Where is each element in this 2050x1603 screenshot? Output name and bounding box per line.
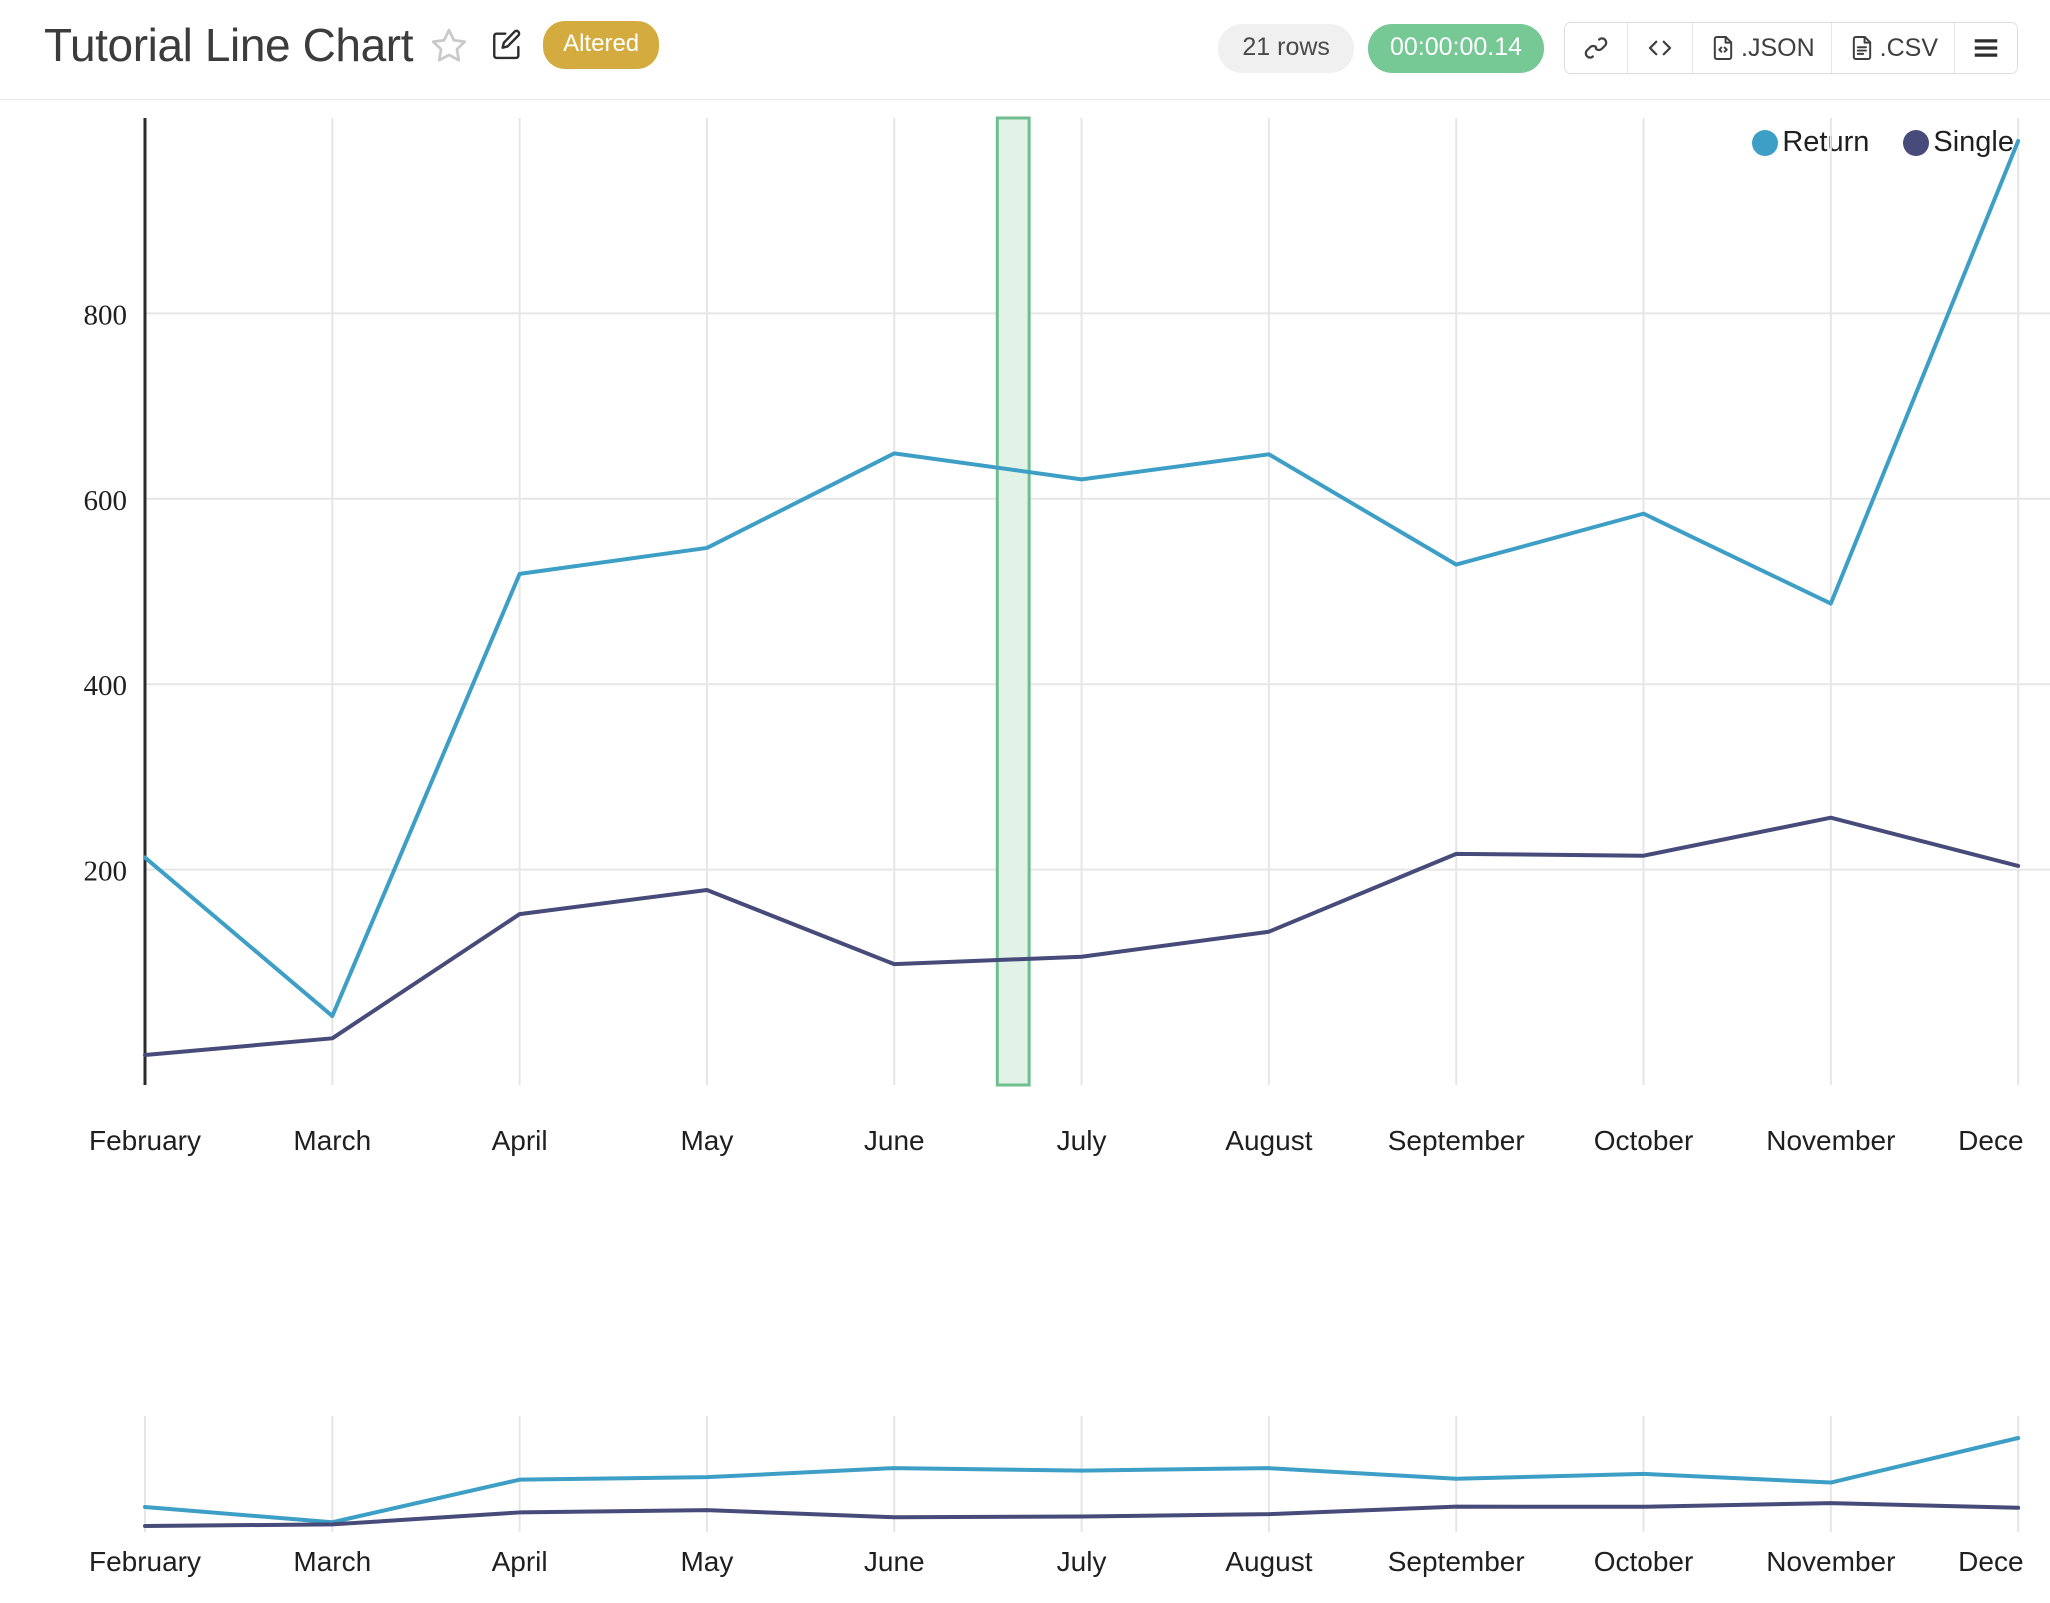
legend-color-swatch <box>1752 129 1779 156</box>
link-icon <box>1581 33 1611 63</box>
csv-export-button[interactable]: .CSV <box>1831 23 1955 73</box>
navigator-canvas[interactable]: February March April May June July August Septe… <box>0 1408 2050 1598</box>
legend-item-label: Single <box>1933 126 2014 158</box>
csv-export-label: .CSV <box>1879 33 1938 62</box>
json-export-button[interactable]: .JSON <box>1693 23 1832 73</box>
legend-color-swatch <box>1903 129 1930 156</box>
svg-text:July: July <box>1057 1125 1107 1156</box>
chart-legend: Return Single <box>1752 128 2014 157</box>
svg-text:November: November <box>1766 1125 1895 1156</box>
svg-text:July: July <box>1057 1546 1107 1577</box>
app-header: Tutorial Line Chart Altered 21 rows 00:0… <box>0 0 2050 100</box>
svg-text:February: February <box>89 1125 201 1156</box>
svg-text:April: April <box>492 1125 548 1156</box>
svg-text:June: June <box>864 1546 925 1577</box>
svg-text:April: April <box>492 1546 548 1577</box>
edit-icon[interactable] <box>485 23 529 67</box>
json-export-label: .JSON <box>1741 33 1815 62</box>
svg-text:400: 400 <box>84 670 128 702</box>
svg-text:May: May <box>680 1546 733 1577</box>
status-badge: Altered <box>543 21 660 69</box>
svg-text:May: May <box>680 1125 733 1156</box>
legend-item-single[interactable]: Single <box>1903 128 2014 157</box>
title-group: Tutorial Line Chart Altered <box>44 16 660 74</box>
page-title: Tutorial Line Chart <box>44 19 414 71</box>
svg-text:October: October <box>1594 1125 1694 1156</box>
y-axis-tick-labels: 200 400 600 800 <box>84 299 128 887</box>
svg-text:September: September <box>1388 1546 1525 1577</box>
star-icon[interactable] <box>427 23 471 67</box>
header-toolbar: 21 rows 00:00:00.14 <box>1218 22 2018 74</box>
svg-text:Dece: Dece <box>1958 1125 2023 1156</box>
chart-navigator[interactable]: February March April May June July August Septe… <box>0 1408 2050 1598</box>
svg-text:200: 200 <box>84 856 128 888</box>
svg-text:600: 600 <box>84 485 128 517</box>
selection-band[interactable] <box>995 116 1031 1087</box>
data-series <box>143 138 2021 1057</box>
svg-text:June: June <box>864 1125 925 1156</box>
legend-item-label: Return <box>1782 126 1870 158</box>
row-count-badge: 21 rows <box>1218 23 1354 73</box>
menu-icon <box>1971 35 2001 61</box>
json-file-icon <box>1709 33 1737 63</box>
svg-text:Dece: Dece <box>1958 1546 2023 1577</box>
legend-item-return[interactable]: Return <box>1752 128 1869 157</box>
svg-text:August: August <box>1225 1125 1312 1156</box>
toolbar-button-group: .JSON .CSV <box>1564 22 2018 74</box>
svg-text:November: November <box>1766 1546 1895 1577</box>
svg-text:September: September <box>1388 1125 1525 1156</box>
code-icon <box>1644 33 1676 63</box>
execution-timer-badge: 00:00:00.14 <box>1367 23 1545 73</box>
navigator-series <box>143 1436 2021 1528</box>
svg-text:February: February <box>89 1546 201 1577</box>
navigator-x-labels: February March April May June July August Septe… <box>89 1546 2024 1577</box>
navigator-gridlines <box>144 1416 2020 1532</box>
csv-file-icon <box>1848 33 1876 63</box>
svg-text:March: March <box>293 1546 371 1577</box>
vertical-gridlines <box>144 118 2020 1085</box>
chart-canvas[interactable]: 200 400 600 800 February March April May June Ju… <box>0 100 2050 1390</box>
code-button[interactable] <box>1628 23 1694 73</box>
svg-text:800: 800 <box>84 299 128 331</box>
svg-text:March: March <box>293 1125 371 1156</box>
x-axis-tick-labels: February March April May June July August Septe… <box>89 1125 2024 1156</box>
menu-button[interactable] <box>1955 23 2017 73</box>
horizontal-gridlines <box>145 312 2050 871</box>
svg-text:October: October <box>1594 1546 1694 1577</box>
main-chart[interactable]: 200 400 600 800 February March April May June Ju… <box>0 100 2050 1390</box>
link-button[interactable] <box>1565 23 1629 73</box>
svg-text:August: August <box>1225 1546 1312 1577</box>
